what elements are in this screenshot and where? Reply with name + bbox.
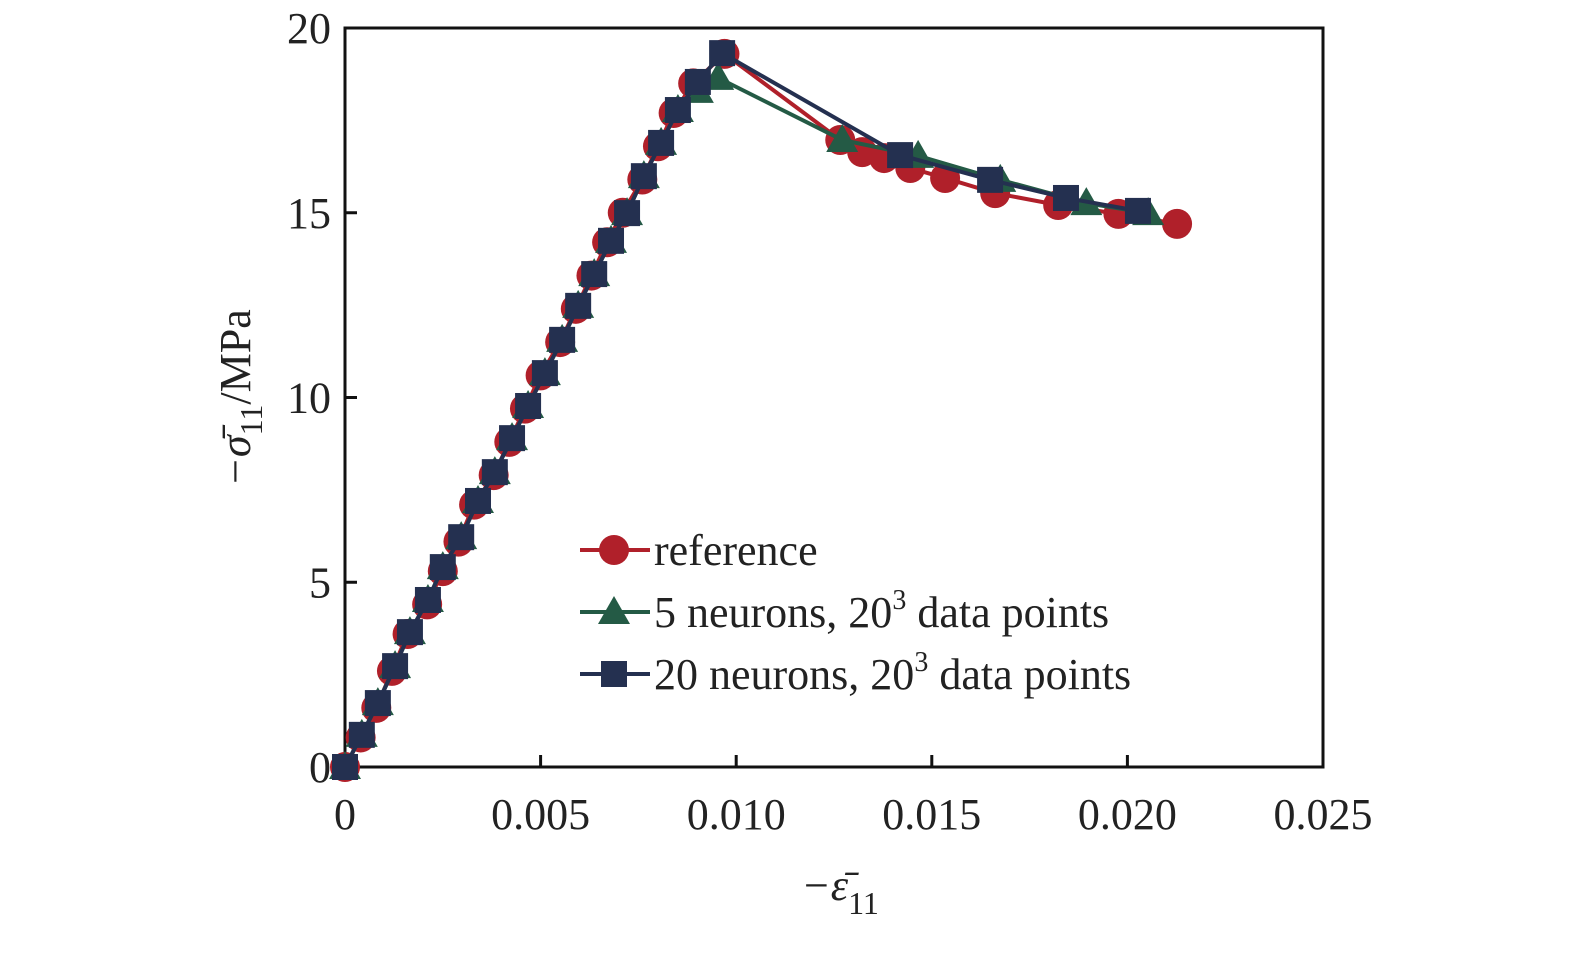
data-point xyxy=(531,360,558,387)
data-point xyxy=(581,261,608,288)
x-axis-label: −ε̄11 xyxy=(801,861,879,921)
x-tick-label: 0.025 xyxy=(1274,790,1373,839)
legend-entry: 20 neurons, 203 data points xyxy=(580,647,1131,699)
legend: reference 5 neurons, 203 data points 20 ne… xyxy=(580,526,1131,699)
y-axis-unit: /MPa xyxy=(211,309,260,404)
data-point xyxy=(1162,208,1193,239)
y-tick-label: 10 xyxy=(287,374,331,423)
y-tick-label: 5 xyxy=(309,558,331,607)
data-point xyxy=(549,326,576,353)
data-point xyxy=(598,227,625,254)
y-axis-label-subscript: 11 xyxy=(233,405,269,436)
data-point xyxy=(332,754,358,780)
x-axis-label-subscript: 11 xyxy=(848,885,879,921)
legend-entry: reference xyxy=(580,526,818,575)
y-tick-label: 20 xyxy=(287,4,331,53)
data-point xyxy=(348,721,375,748)
data-point xyxy=(664,97,691,124)
data-point xyxy=(414,586,441,613)
data-point xyxy=(709,40,736,67)
x-tick-label: 0.010 xyxy=(687,790,786,839)
data-point xyxy=(396,619,423,646)
data-point xyxy=(977,166,1004,193)
x-tick-label: 0 xyxy=(334,790,356,839)
legend-marker xyxy=(601,661,627,687)
x-tick-label: 0.020 xyxy=(1078,790,1177,839)
y-tick-label: 15 xyxy=(287,189,331,238)
data-point xyxy=(887,142,914,169)
data-point xyxy=(481,459,508,486)
data-point xyxy=(515,392,542,419)
data-point xyxy=(614,200,641,227)
data-point xyxy=(429,554,456,581)
legend-label: 5 neurons, 203 data points xyxy=(654,585,1109,637)
legend-label: reference xyxy=(654,526,818,575)
data-point xyxy=(448,524,475,551)
y-axis-label: −σ̄11/MPa xyxy=(211,309,269,487)
y-tick-label: 0 xyxy=(309,743,331,792)
series-square xyxy=(332,40,1151,780)
data-point xyxy=(465,487,492,514)
data-point xyxy=(1052,184,1079,211)
legend-label: 20 neurons, 203 data points xyxy=(654,647,1131,699)
x-tick-label: 0.015 xyxy=(882,790,981,839)
data-point xyxy=(1124,197,1151,224)
data-point xyxy=(382,653,409,680)
x-tick-label: 0.005 xyxy=(491,790,590,839)
data-point xyxy=(364,690,391,717)
data-point xyxy=(499,425,526,452)
data-point xyxy=(826,123,859,152)
data-point xyxy=(648,129,675,156)
data-point xyxy=(630,163,657,190)
legend-marker xyxy=(598,596,630,624)
legend-marker xyxy=(599,535,629,565)
legend-entry: 5 neurons, 203 data points xyxy=(580,585,1109,637)
data-point xyxy=(565,292,592,319)
data-point xyxy=(684,68,711,95)
